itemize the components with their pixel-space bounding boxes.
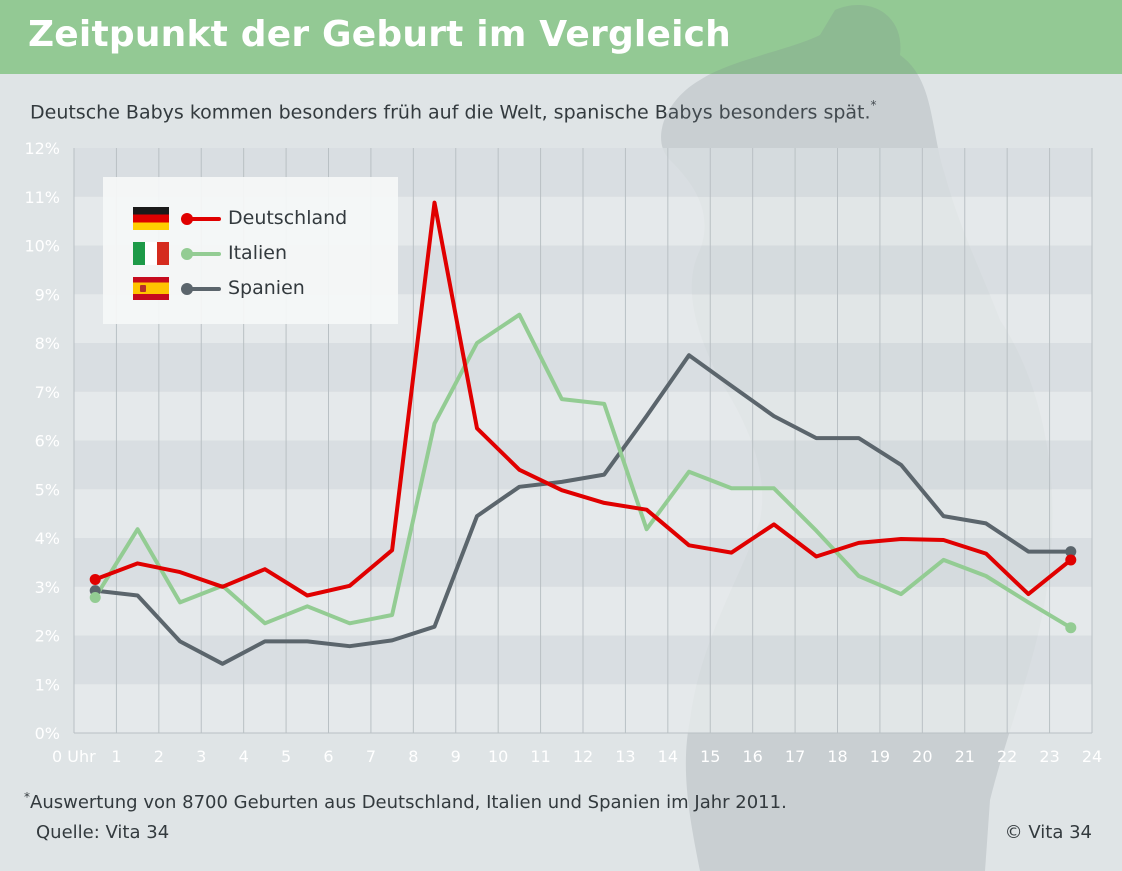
data-point-italien-start bbox=[89, 591, 101, 603]
subtitle-text: Deutsche Babys kommen besonders früh auf… bbox=[30, 101, 871, 124]
footnote-text: Auswertung von 8700 Geburten aus Deutsch… bbox=[30, 792, 787, 813]
series-line-italien bbox=[93, 312, 1073, 630]
y-tick-label: 11% bbox=[24, 188, 60, 207]
y-tick-label: 0% bbox=[35, 724, 60, 743]
chart-subtitle: Deutsche Babys kommen besonders früh auf… bbox=[30, 98, 877, 124]
x-tick-label: 9 bbox=[451, 747, 461, 766]
series-lines bbox=[93, 200, 1073, 666]
x-tick-label: 23 bbox=[1039, 747, 1059, 766]
x-tick-label: 18 bbox=[827, 747, 847, 766]
x-tick-label: 22 bbox=[997, 747, 1017, 766]
y-tick-label: 5% bbox=[35, 480, 60, 499]
y-axis-tick-labels: 0% 1% 2% 3% 4% 5% 6% 7% 8% 9% 10% 11% 12% bbox=[24, 139, 60, 743]
data-point-spanien-end bbox=[1065, 546, 1077, 558]
x-tick-label: 24 bbox=[1082, 747, 1102, 766]
x-tick-label: 16 bbox=[742, 747, 762, 766]
y-tick-label: 4% bbox=[35, 529, 60, 548]
chart-legend: Deutschland Italien Spanien bbox=[103, 177, 398, 324]
title-bar: Zeitpunkt der Geburt im Vergleich bbox=[0, 0, 1122, 74]
x-tick-label: 5 bbox=[281, 747, 291, 766]
y-tick-label: 8% bbox=[35, 334, 60, 353]
y-tick-label: 1% bbox=[35, 675, 60, 694]
x-tick-label: 4 bbox=[239, 747, 249, 766]
chart-axes bbox=[73, 148, 1092, 734]
y-tick-label: 3% bbox=[35, 578, 60, 597]
source-label: Quelle: Vita 34 bbox=[36, 822, 170, 843]
y-tick-label: 12% bbox=[24, 139, 60, 158]
x-tick-label: 10 bbox=[488, 747, 508, 766]
legend-marker-deutschland bbox=[181, 213, 193, 225]
legend-label-italien: Italien bbox=[228, 242, 287, 264]
x-tick-label: 2 bbox=[154, 747, 164, 766]
y-tick-label: 6% bbox=[35, 432, 60, 451]
copyright-label: © Vita 34 bbox=[1004, 822, 1092, 843]
x-tick-label: 7 bbox=[366, 747, 376, 766]
x-tick-label: 3 bbox=[196, 747, 206, 766]
flag-germany-icon bbox=[133, 207, 169, 230]
data-point-italien-end bbox=[1065, 622, 1077, 634]
y-tick-label: 10% bbox=[24, 237, 60, 256]
x-tick-label: 13 bbox=[615, 747, 635, 766]
x-tick-label: 17 bbox=[785, 747, 805, 766]
x-tick-label: 11 bbox=[530, 747, 550, 766]
footnote-mark: * bbox=[24, 790, 30, 804]
endpoint-markers bbox=[89, 546, 1077, 634]
x-tick-label: 1 bbox=[111, 747, 121, 766]
flag-italy-icon bbox=[133, 242, 169, 265]
flag-spain-icon bbox=[133, 277, 169, 300]
x-tick-label: 21 bbox=[955, 747, 975, 766]
legend-item-deutschland: Deutschland bbox=[103, 201, 398, 237]
x-tick-label: 8 bbox=[408, 747, 418, 766]
x-tick-label: 14 bbox=[658, 747, 678, 766]
data-point-deutschland-start bbox=[89, 573, 101, 585]
x-tick-label: 15 bbox=[700, 747, 720, 766]
x-tick-label: 12 bbox=[573, 747, 593, 766]
x-tick-label: 6 bbox=[323, 747, 333, 766]
y-tick-label: 2% bbox=[35, 627, 60, 646]
legend-marker-italien bbox=[181, 248, 193, 260]
legend-label-spanien: Spanien bbox=[228, 277, 305, 299]
legend-label-deutschland: Deutschland bbox=[228, 207, 348, 229]
legend-marker-spanien bbox=[181, 283, 193, 295]
subtitle-footnote-mark: * bbox=[871, 98, 877, 112]
legend-swatch-italien bbox=[187, 252, 221, 256]
page-title: Zeitpunkt der Geburt im Vergleich bbox=[28, 14, 731, 55]
data-point-deutschland-end bbox=[1065, 554, 1077, 566]
y-tick-label: 9% bbox=[35, 285, 60, 304]
y-tick-label: 7% bbox=[35, 383, 60, 402]
legend-item-italien: Italien bbox=[103, 236, 398, 272]
footnote: *Auswertung von 8700 Geburten aus Deutsc… bbox=[24, 790, 787, 813]
x-axis-tick-labels: 0 Uhr 1 2 3 4 5 6 7 8 9 10 11 12 13 14 15 16 17 18 19 20 21 22… bbox=[52, 747, 1102, 766]
series-line-deutschland bbox=[93, 200, 1073, 598]
x-tick-label: 0 Uhr bbox=[52, 747, 96, 766]
x-tick-label: 19 bbox=[870, 747, 890, 766]
legend-swatch-spanien bbox=[187, 287, 221, 291]
x-tick-label: 20 bbox=[912, 747, 932, 766]
series-line-spanien bbox=[93, 353, 1073, 666]
legend-swatch-deutschland bbox=[187, 217, 221, 221]
legend-item-spanien: Spanien bbox=[103, 271, 398, 307]
